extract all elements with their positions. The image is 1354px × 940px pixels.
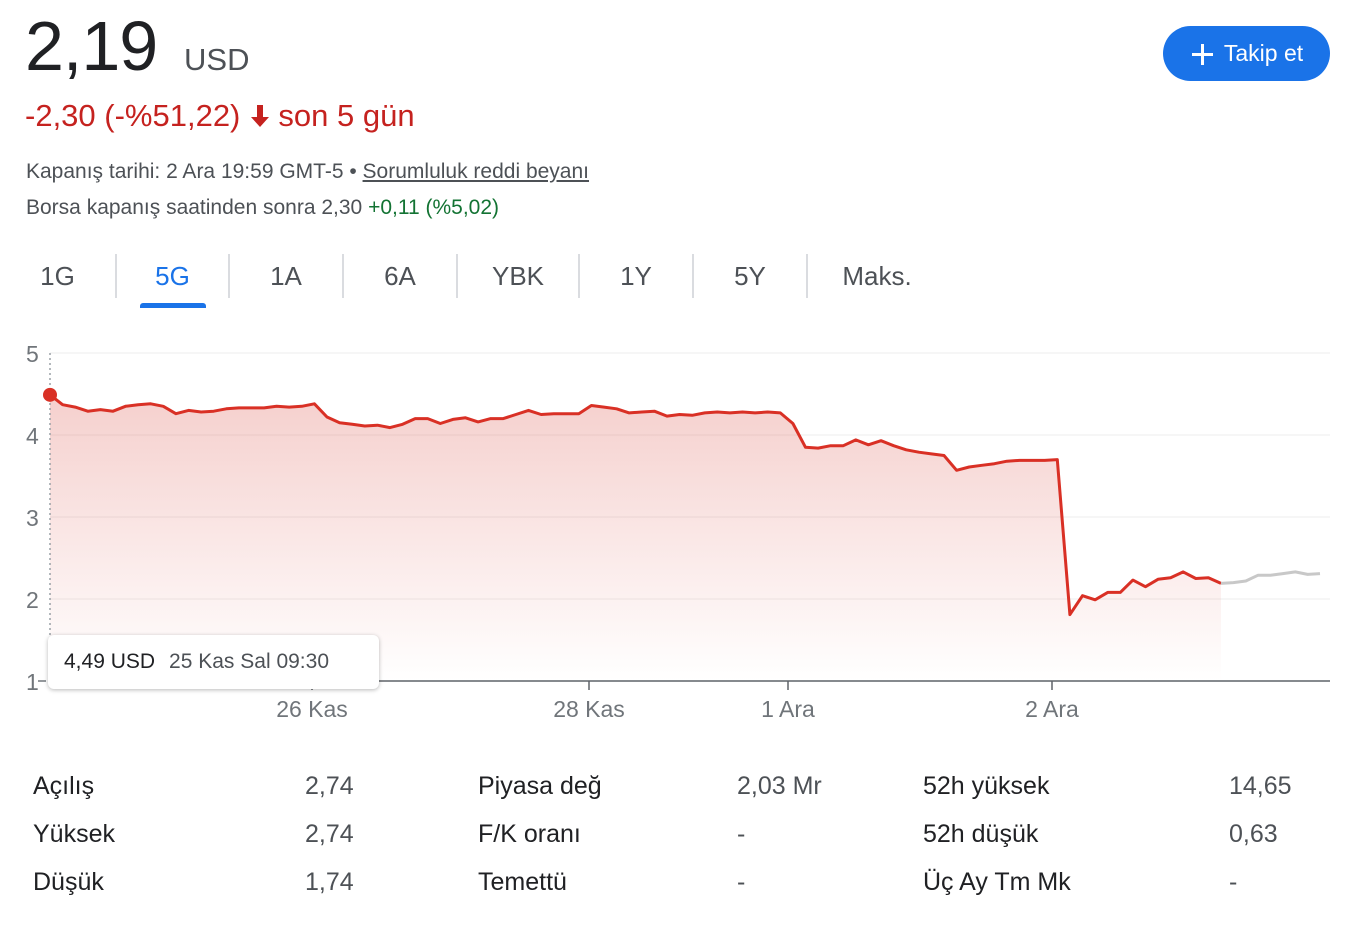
stat-value-high: 2,74 <box>305 820 354 848</box>
stat-label-dividend: Temettü <box>478 868 567 896</box>
stat-label-open: Açılış <box>33 772 95 800</box>
key-stats: Açılış 2,74 Yüksek 2,74 Düşük 1,74 Piyas… <box>0 760 1354 920</box>
stat-value-open: 2,74 <box>305 772 354 800</box>
tab-label: 5G <box>155 261 190 291</box>
tab-6a[interactable]: 6A <box>344 250 456 308</box>
tab-label: Maks. <box>842 261 912 291</box>
tab-maks[interactable]: Maks. <box>808 250 946 308</box>
stat-value-cdp: - <box>1229 868 1238 896</box>
chart-canvas[interactable]: 5 4 3 2 1 26 Kas 28 Kas 1 Ara 2 Ara <box>0 330 1354 730</box>
tab-divider <box>456 254 458 298</box>
tab-ybk[interactable]: YBK <box>458 250 578 308</box>
stat-label-52w-high: 52h yüksek <box>923 772 1050 800</box>
disclaimer-link[interactable]: Sorumluluk reddi beyanı <box>362 160 590 183</box>
tab-1g[interactable]: 1G <box>0 250 115 308</box>
stock-price: 2,19 <box>25 7 158 85</box>
tab-divider <box>806 254 808 298</box>
tooltip-date: 25 Kas Sal 09:30 <box>169 650 329 673</box>
y-tick-label: 1 <box>26 669 39 695</box>
follow-button[interactable]: Takip et <box>1163 26 1330 81</box>
stat-value-52w-low: 0,63 <box>1229 820 1278 848</box>
stat-value-52w-high: 14,65 <box>1229 772 1292 800</box>
stat-value-low: 1,74 <box>305 868 354 896</box>
tab-5y[interactable]: 5Y <box>694 250 806 308</box>
stat-label-high: Yüksek <box>33 820 115 848</box>
stat-value-market-cap: 2,03 Mr <box>737 772 822 800</box>
stat-value-pe-ratio: - <box>737 820 746 848</box>
close-info: Kapanış tarihi: 2 Ara 19:59 GMT-5 • <box>26 160 357 183</box>
tab-label: YBK <box>491 261 545 291</box>
tab-divider <box>115 254 117 298</box>
y-tick-label: 5 <box>26 341 39 367</box>
x-tick-label: 28 Kas <box>553 696 625 722</box>
tab-1a[interactable]: 1A <box>230 250 342 308</box>
tab-label: 1G <box>40 261 75 291</box>
stat-label-market-cap: Piyasa değ <box>478 772 602 800</box>
stat-label-low: Düşük <box>33 868 104 896</box>
tab-label: 1A <box>270 261 302 291</box>
currency-label: USD <box>184 42 250 77</box>
tab-label: 6A <box>384 261 416 291</box>
price-chart[interactable]: 5 4 3 2 1 26 Kas 28 Kas 1 Ara 2 Ara <box>0 330 1354 730</box>
tab-divider <box>578 254 580 298</box>
price-change-row: -2,30 (-%51,22) son 5 gün <box>25 98 415 134</box>
series-area <box>50 394 1221 681</box>
tab-divider <box>692 254 694 298</box>
change-period: son 5 gün <box>278 98 415 133</box>
after-hours-label: Borsa kapanış saatinden sonra 2,30 <box>26 196 363 219</box>
price-change: -2,30 (-%51,22) <box>25 98 241 133</box>
tab-label: 1Y <box>620 261 652 291</box>
y-tick-label: 4 <box>26 423 39 449</box>
y-tick-label: 3 <box>26 505 39 531</box>
stat-label-52w-low: 52h düşük <box>923 820 1039 848</box>
after-hours-row: Borsa kapanış saatinden sonra 2,30 +0,11… <box>26 196 499 220</box>
range-tabs: 1G 5G 1A 6A YBK 1Y 5Y Maks. <box>0 250 940 308</box>
plus-icon <box>1190 42 1214 66</box>
series-line <box>49 393 1222 617</box>
tab-1y[interactable]: 1Y <box>580 250 692 308</box>
after-hours-line <box>1220 570 1321 585</box>
hover-marker <box>43 387 57 402</box>
tab-divider <box>342 254 344 298</box>
stat-value-dividend: - <box>737 868 746 896</box>
close-info-row: Kapanış tarihi: 2 Ara 19:59 GMT-5 • Soru… <box>26 160 589 184</box>
after-hours-change: +0,11 (%5,02) <box>368 196 500 219</box>
tooltip-value: 4,49 USD <box>64 650 156 673</box>
x-tick-label: 2 Ara <box>1025 696 1079 722</box>
tab-5g[interactable]: 5G <box>117 250 228 308</box>
tab-label: 5Y <box>734 261 766 291</box>
active-tab-indicator <box>139 303 206 308</box>
x-tick-label: 1 Ara <box>761 696 815 722</box>
follow-label: Takip et <box>1223 40 1304 66</box>
tab-divider <box>228 254 230 298</box>
arrow-down-icon <box>251 105 270 127</box>
stat-label-cdp: Üç Ay Tm Mk <box>923 868 1071 896</box>
stat-label-pe-ratio: F/K oranı <box>478 820 581 848</box>
chart-tooltip: 4,49 USD 25 Kas Sal 09:30 <box>48 635 379 689</box>
y-tick-label: 2 <box>26 587 39 613</box>
x-tick-label: 26 Kas <box>276 696 348 722</box>
